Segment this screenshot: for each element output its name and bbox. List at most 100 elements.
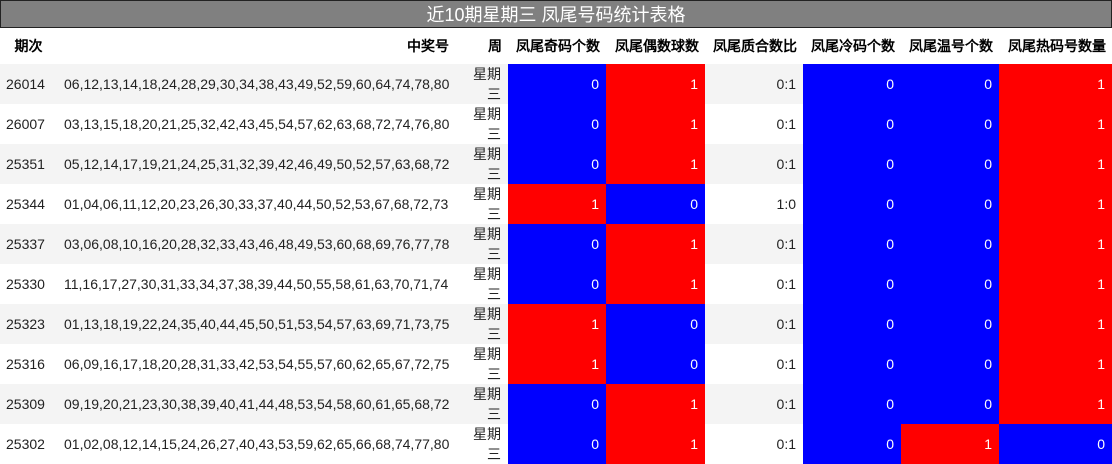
cell-even: 0 (606, 184, 705, 224)
cell-week: 星期三 (455, 304, 508, 344)
cell-week: 星期三 (455, 224, 508, 264)
cell-odd: 0 (508, 64, 606, 104)
column-header-hot: 凤尾热码号数量 (1008, 38, 1106, 54)
table-row: 25337 03,06,08,10,16,20,28,32,33,43,46,48… (0, 224, 1112, 264)
cell-warm: 0 (901, 224, 999, 264)
cell-numbers: 11,16,17,27,30,31,33,34,37,38,39,44,50,5… (64, 276, 449, 292)
cell-odd: 0 (508, 264, 606, 304)
cell-week: 星期三 (455, 64, 508, 104)
cell-cold: 0 (803, 384, 901, 424)
cell-cold: 0 (803, 424, 901, 464)
cell-hot: 1 (999, 264, 1112, 304)
cell-hot: 1 (999, 384, 1112, 424)
cell-numbers: 03,06,08,10,16,20,28,32,33,43,46,48,49,5… (57, 224, 455, 264)
cell-warm: 0 (901, 184, 999, 224)
column-header-period: 期次 (14, 38, 43, 54)
cell-week: 星期三 (473, 426, 501, 462)
column-header-cold: 凤尾冷码个数 (811, 38, 895, 54)
cell-week: 星期三 (473, 266, 501, 302)
cell-warm: 0 (901, 64, 999, 104)
cell-period: 26014 (0, 64, 57, 104)
cell-odd: 0 (508, 104, 606, 144)
cell-odd: 0 (508, 224, 606, 264)
cell-hot: 1 (999, 64, 1112, 104)
cell-period: 25351 (0, 144, 57, 184)
cell-odd: 0 (508, 384, 606, 424)
cell-ratio: 1:0 (776, 196, 796, 212)
cell-week: 星期三 (455, 384, 508, 424)
cell-cold: 0 (803, 304, 901, 344)
cell-period: 25316 (6, 356, 45, 372)
cell-warm: 0 (901, 384, 999, 424)
cell-even: 1 (606, 144, 705, 184)
cell-week: 星期三 (473, 106, 501, 142)
cell-even: 1 (606, 264, 705, 304)
column-header-even: 凤尾偶数球数 (615, 38, 699, 54)
cell-ratio: 0:1 (776, 356, 796, 372)
table-row: 25309 09,19,20,21,23,30,38,39,40,41,44,48… (0, 384, 1112, 424)
column-header-odd: 凤尾奇码个数 (516, 38, 600, 54)
cell-hot: 1 (999, 104, 1112, 144)
cell-odd: 1 (508, 184, 606, 224)
cell-period: 26007 (6, 116, 45, 132)
cell-numbers: 06,09,16,17,18,20,28,31,33,42,53,54,55,5… (64, 356, 450, 372)
cell-ratio: 0:1 (705, 144, 803, 184)
cell-cold: 0 (803, 104, 901, 144)
cell-even: 1 (606, 64, 705, 104)
cell-numbers: 01,13,18,19,22,24,35,40,44,45,50,51,53,5… (57, 304, 455, 344)
cell-hot: 1 (999, 344, 1112, 384)
cell-ratio: 0:1 (776, 116, 796, 132)
cell-numbers: 01,02,08,12,14,15,24,26,27,40,43,53,59,6… (64, 436, 450, 452)
cell-cold: 0 (803, 344, 901, 384)
cell-numbers: 09,19,20,21,23,30,38,39,40,41,44,48,53,5… (57, 384, 455, 424)
cell-ratio: 0:1 (705, 64, 803, 104)
cell-period: 25337 (0, 224, 57, 264)
cell-hot: 1 (999, 184, 1112, 224)
cell-even: 0 (606, 304, 705, 344)
cell-week: 星期三 (473, 186, 501, 222)
cell-odd: 0 (508, 144, 606, 184)
column-header-numbers: 中奖号 (407, 38, 449, 54)
cell-cold: 0 (803, 144, 901, 184)
cell-period: 25330 (6, 276, 45, 292)
cell-ratio: 0:1 (776, 436, 796, 452)
cell-hot: 1 (999, 304, 1112, 344)
cell-warm: 0 (901, 264, 999, 304)
cell-period: 25309 (0, 384, 57, 424)
cell-warm: 0 (901, 144, 999, 184)
cell-even: 1 (606, 424, 705, 464)
cell-hot: 1 (999, 224, 1112, 264)
cell-hot: 1 (999, 144, 1112, 184)
cell-warm: 0 (901, 104, 999, 144)
table-row: 25302 01,02,08,12,14,15,24,26,27,40,43,53… (0, 424, 1112, 464)
cell-period: 25344 (6, 196, 45, 212)
cell-cold: 0 (803, 224, 901, 264)
cell-numbers: 03,13,15,18,20,21,25,32,42,43,45,54,57,6… (64, 116, 450, 132)
table-row: 25351 05,12,14,17,19,21,24,25,31,32,39,42… (0, 144, 1112, 184)
stats-table: 期次 中奖号 周凤尾奇码个数 凤尾偶数球数 凤尾质合数比 凤尾冷码个数 凤尾温号个数 凤尾热码… (0, 28, 1112, 464)
cell-numbers: 06,12,13,14,18,24,28,29,30,34,38,43,49,5… (57, 64, 455, 104)
cell-cold: 0 (803, 264, 901, 304)
cell-even: 1 (606, 384, 705, 424)
cell-cold: 0 (803, 184, 901, 224)
table-row: 25323 01,13,18,19,22,24,35,40,44,45,50,51… (0, 304, 1112, 344)
column-header-ratio: 凤尾质合数比 (713, 38, 797, 54)
table-row: 25330 11,16,17,27,30,31,33,34,37,38,39,44… (0, 264, 1112, 304)
column-header-week: 周 (488, 38, 502, 54)
header-row: 期次 中奖号 周凤尾奇码个数 凤尾偶数球数 凤尾质合数比 凤尾冷码个数 凤尾温号个数 凤尾热码… (0, 28, 1112, 64)
cell-odd: 1 (508, 304, 606, 344)
cell-ratio: 0:1 (705, 224, 803, 264)
cell-week: 星期三 (455, 144, 508, 184)
cell-even: 1 (606, 224, 705, 264)
cell-even: 1 (606, 104, 705, 144)
cell-ratio: 0:1 (705, 304, 803, 344)
table-row: 26007 03,13,15,18,20,21,25,32,42,43,45,54… (0, 104, 1112, 144)
cell-warm: 0 (901, 304, 999, 344)
cell-warm: 0 (901, 344, 999, 384)
table-row: 26014 06,12,13,14,18,24,28,29,30,34,38,43… (0, 64, 1112, 104)
cell-cold: 0 (803, 64, 901, 104)
cell-odd: 1 (508, 344, 606, 384)
cell-numbers: 01,04,06,11,12,20,23,26,30,33,37,40,44,5… (64, 196, 449, 212)
cell-ratio: 0:1 (705, 384, 803, 424)
cell-period: 25323 (0, 304, 57, 344)
